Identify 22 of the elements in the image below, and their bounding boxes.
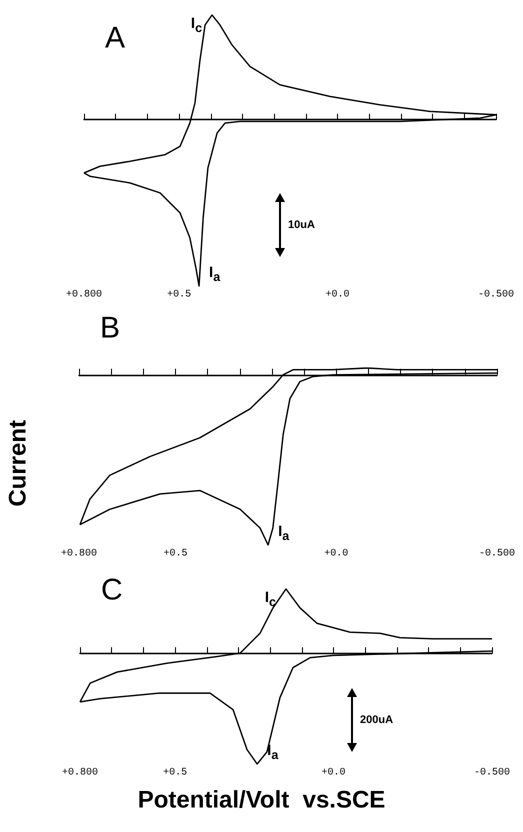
chart-title: B [100, 312, 120, 344]
x-tick-label: +0.0 [322, 768, 346, 778]
x-tick-label: +0.800 [60, 548, 98, 560]
x-tick-label: -0.500 [478, 290, 514, 300]
chart-title: C [101, 574, 123, 606]
x-axis-title: Potential/Volt vs.SCE [138, 786, 386, 814]
annotation: I$_{a}$ [209, 264, 220, 284]
x-tick-label: -0.500 [474, 768, 510, 778]
x-tick-label: -0.500 [478, 548, 516, 560]
chart-title: A [105, 22, 126, 54]
x-tick-label: +0.800 [62, 768, 98, 778]
annotation: I$_{a}$ [278, 523, 290, 543]
x-tick-label: +0.5 [163, 548, 188, 560]
annotation: I$_{c}$ [190, 15, 202, 35]
annotation: 10uA [288, 219, 315, 231]
x-tick-label: +0.0 [324, 548, 348, 560]
y-axis-title: Current [4, 420, 32, 507]
annotation: 200uA [360, 714, 394, 726]
x-tick-label: +0.5 [163, 768, 188, 778]
x-tick-label: +0.5 [167, 290, 192, 300]
x-tick-label: +0.0 [326, 290, 350, 300]
x-tick-label: +0.800 [66, 290, 102, 300]
